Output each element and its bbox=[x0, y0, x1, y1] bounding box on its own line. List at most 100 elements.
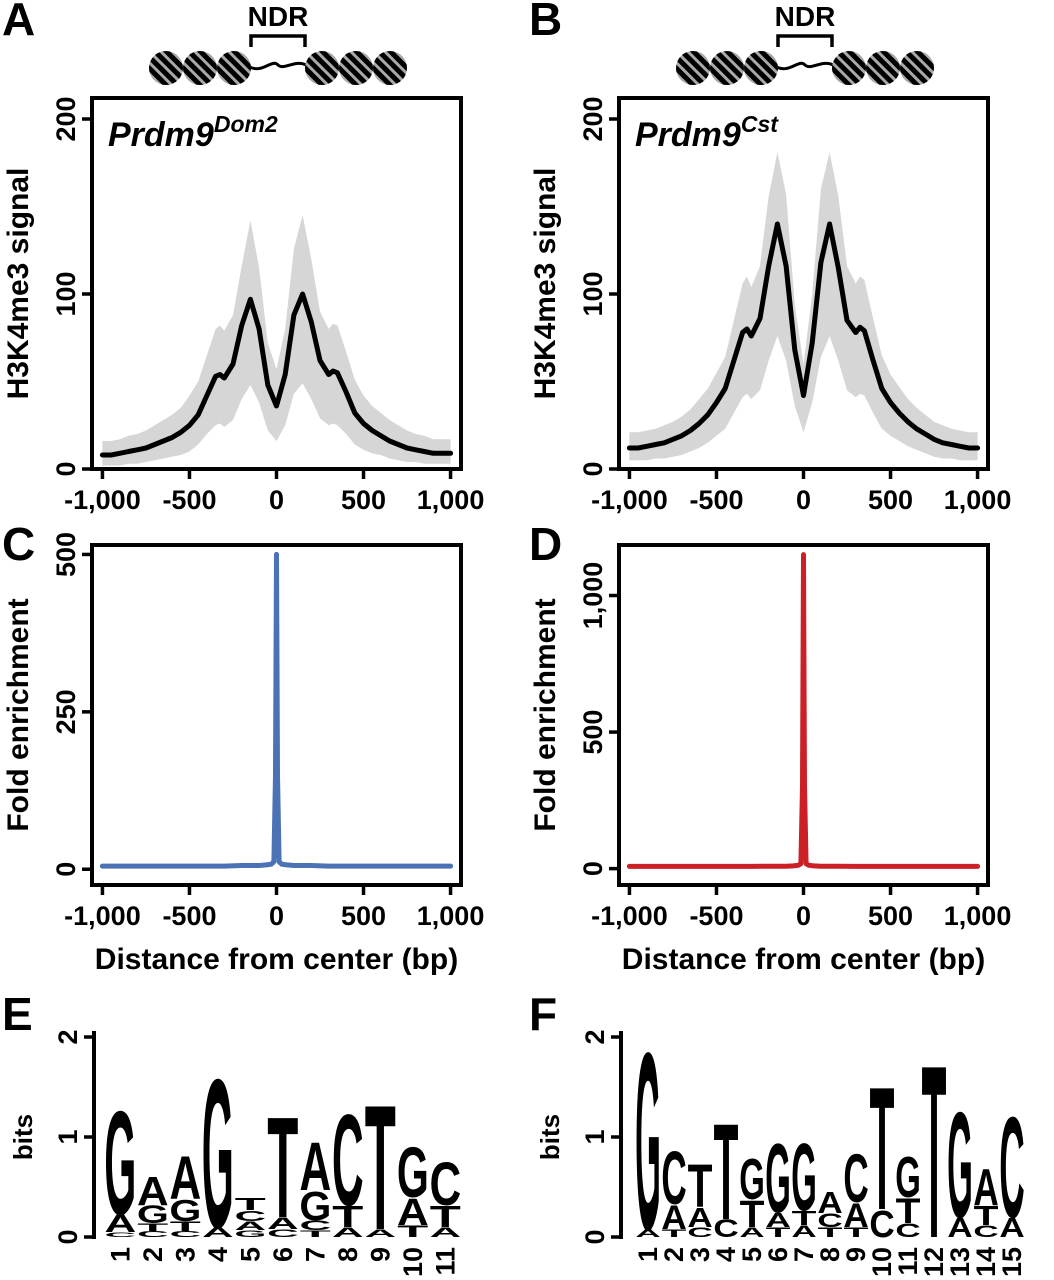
svg-text:G: G bbox=[895, 1145, 921, 1209]
svg-text:C: C bbox=[895, 1219, 920, 1241]
svg-text:-1,000: -1,000 bbox=[64, 485, 141, 515]
svg-text:A: A bbox=[791, 1222, 817, 1241]
svg-text:A: A bbox=[739, 1225, 764, 1240]
panel-C: C -1,000 -500 0 500 1,000 0 250 500 Fold enrichm… bbox=[0, 518, 527, 995]
svg-text:0: 0 bbox=[796, 901, 811, 931]
svg-text:3: 3 bbox=[170, 1247, 200, 1262]
panel-label-D: D bbox=[529, 518, 563, 570]
fold-enrichment-plot-cst: -1,000 -500 0 500 1,000 0 500 1,000 Fold enrichm… bbox=[529, 543, 1011, 976]
panel-B: B NDR -1,000 -500 0 500 1,000 0 100 200 H3K4me3 … bbox=[527, 0, 1054, 525]
svg-text:-1,000: -1,000 bbox=[64, 901, 141, 931]
svg-text:2: 2 bbox=[580, 1029, 610, 1044]
svg-text:T: T bbox=[332, 1200, 364, 1234]
svg-text:0: 0 bbox=[269, 485, 284, 515]
svg-text:13: 13 bbox=[945, 1247, 975, 1277]
svg-text:11: 11 bbox=[430, 1247, 460, 1276]
svg-text:0: 0 bbox=[580, 1229, 610, 1244]
svg-text:4: 4 bbox=[203, 1247, 233, 1262]
svg-text:A: A bbox=[332, 1225, 364, 1240]
svg-text:A: A bbox=[202, 1225, 234, 1240]
svg-text:0: 0 bbox=[269, 901, 284, 931]
svg-text:bits: bits bbox=[8, 1114, 38, 1160]
svg-text:500: 500 bbox=[578, 710, 608, 755]
svg-text:G: G bbox=[299, 1183, 331, 1229]
svg-text:NDR: NDR bbox=[775, 1, 836, 32]
svg-text:C: C bbox=[299, 1218, 331, 1233]
svg-text:G: G bbox=[137, 1201, 169, 1229]
svg-text:G: G bbox=[169, 1193, 201, 1227]
panel-label-A: A bbox=[2, 0, 36, 45]
svg-text:C: C bbox=[713, 1216, 738, 1243]
svg-text:T: T bbox=[662, 1227, 687, 1239]
svg-text:7: 7 bbox=[300, 1247, 330, 1262]
svg-text:T: T bbox=[792, 1207, 817, 1230]
sequence-logo-dom2: 012bitsCAG1CTGA2CTGA3AG4GACT5CAT6TCGA7AT… bbox=[8, 1029, 462, 1277]
svg-text:2: 2 bbox=[138, 1247, 168, 1262]
svg-text:T: T bbox=[170, 1218, 201, 1233]
svg-text:C: C bbox=[104, 1231, 136, 1239]
svg-text:200: 200 bbox=[578, 96, 608, 141]
svg-text:11: 11 bbox=[893, 1247, 923, 1276]
svg-text:9: 9 bbox=[841, 1247, 871, 1262]
svg-text:5: 5 bbox=[737, 1247, 767, 1262]
svg-text:C: C bbox=[687, 1225, 712, 1240]
svg-text:1: 1 bbox=[53, 1129, 83, 1144]
svg-text:NDR: NDR bbox=[248, 1, 309, 32]
svg-text:Prdm9Cst: Prdm9Cst bbox=[635, 111, 779, 154]
svg-text:10: 10 bbox=[398, 1247, 428, 1277]
svg-text:A: A bbox=[687, 1203, 712, 1233]
panel-label-B: B bbox=[529, 0, 563, 45]
svg-text:500: 500 bbox=[341, 485, 386, 515]
svg-text:A: A bbox=[635, 1227, 661, 1240]
svg-text:T: T bbox=[267, 1086, 298, 1247]
svg-text:G: G bbox=[397, 1133, 429, 1213]
svg-text:Distance from center (bp): Distance from center (bp) bbox=[95, 943, 458, 976]
svg-text:H3K4me3 signal: H3K4me3 signal bbox=[529, 168, 562, 400]
svg-text:-1,000: -1,000 bbox=[591, 901, 668, 931]
svg-text:G: G bbox=[635, 1000, 661, 1280]
svg-text:A: A bbox=[429, 1225, 461, 1240]
svg-text:G: G bbox=[104, 1082, 136, 1247]
svg-text:-1,000: -1,000 bbox=[591, 485, 668, 515]
svg-text:G: G bbox=[791, 1124, 817, 1231]
nucleosome-ndr-diagram-B: NDR bbox=[668, 1, 942, 92]
svg-text:C: C bbox=[999, 1088, 1024, 1249]
svg-text:-500: -500 bbox=[162, 901, 216, 931]
svg-text:2: 2 bbox=[659, 1247, 689, 1262]
svg-text:6: 6 bbox=[268, 1247, 298, 1262]
svg-text:8: 8 bbox=[815, 1247, 845, 1262]
svg-text:-500: -500 bbox=[689, 901, 743, 931]
h3k4me3-profile-plot-cst: -1,000 -500 0 500 1,000 0 100 200 H3K4me3 signal… bbox=[529, 96, 1012, 515]
svg-text:9: 9 bbox=[365, 1247, 395, 1262]
svg-text:T: T bbox=[922, 1015, 947, 1280]
svg-text:H3K4me3 signal: H3K4me3 signal bbox=[2, 168, 35, 400]
panel-label-C: C bbox=[2, 518, 36, 570]
svg-text:T: T bbox=[714, 1097, 739, 1249]
svg-text:A: A bbox=[843, 1197, 868, 1235]
svg-text:A: A bbox=[364, 1227, 396, 1239]
svg-text:G: G bbox=[765, 1122, 791, 1233]
svg-text:A: A bbox=[234, 1219, 266, 1233]
svg-text:T: T bbox=[430, 1200, 462, 1234]
svg-text:100: 100 bbox=[578, 271, 608, 316]
svg-text:5: 5 bbox=[235, 1247, 265, 1262]
svg-text:1,000: 1,000 bbox=[944, 485, 1012, 515]
svg-text:T: T bbox=[688, 1153, 713, 1221]
svg-text:0: 0 bbox=[796, 485, 811, 515]
svg-text:-500: -500 bbox=[162, 485, 216, 515]
panel-A: A NDR -1,000 -500 0 500 1,000 0 100 200 H3K4me3 … bbox=[0, 0, 527, 525]
svg-text:Distance from center (bp): Distance from center (bp) bbox=[622, 943, 985, 976]
svg-text:C: C bbox=[661, 1137, 686, 1220]
h3k4me3-profile-plot-dom2: -1,000 -500 0 500 1,000 0 100 200 H3K4me3 signal… bbox=[2, 96, 484, 515]
svg-text:T: T bbox=[235, 1195, 266, 1215]
svg-text:C: C bbox=[137, 1229, 169, 1238]
svg-text:C: C bbox=[973, 1222, 999, 1241]
fold-enrichment-plot-dom2: -1,000 -500 0 500 1,000 0 250 500 Fold enrichmen… bbox=[2, 532, 485, 976]
svg-text:G: G bbox=[234, 1229, 266, 1240]
svg-text:0: 0 bbox=[578, 461, 608, 476]
svg-text:A: A bbox=[299, 1129, 331, 1205]
svg-text:T: T bbox=[896, 1191, 921, 1231]
svg-text:4: 4 bbox=[711, 1247, 741, 1262]
svg-text:1,000: 1,000 bbox=[417, 901, 485, 931]
